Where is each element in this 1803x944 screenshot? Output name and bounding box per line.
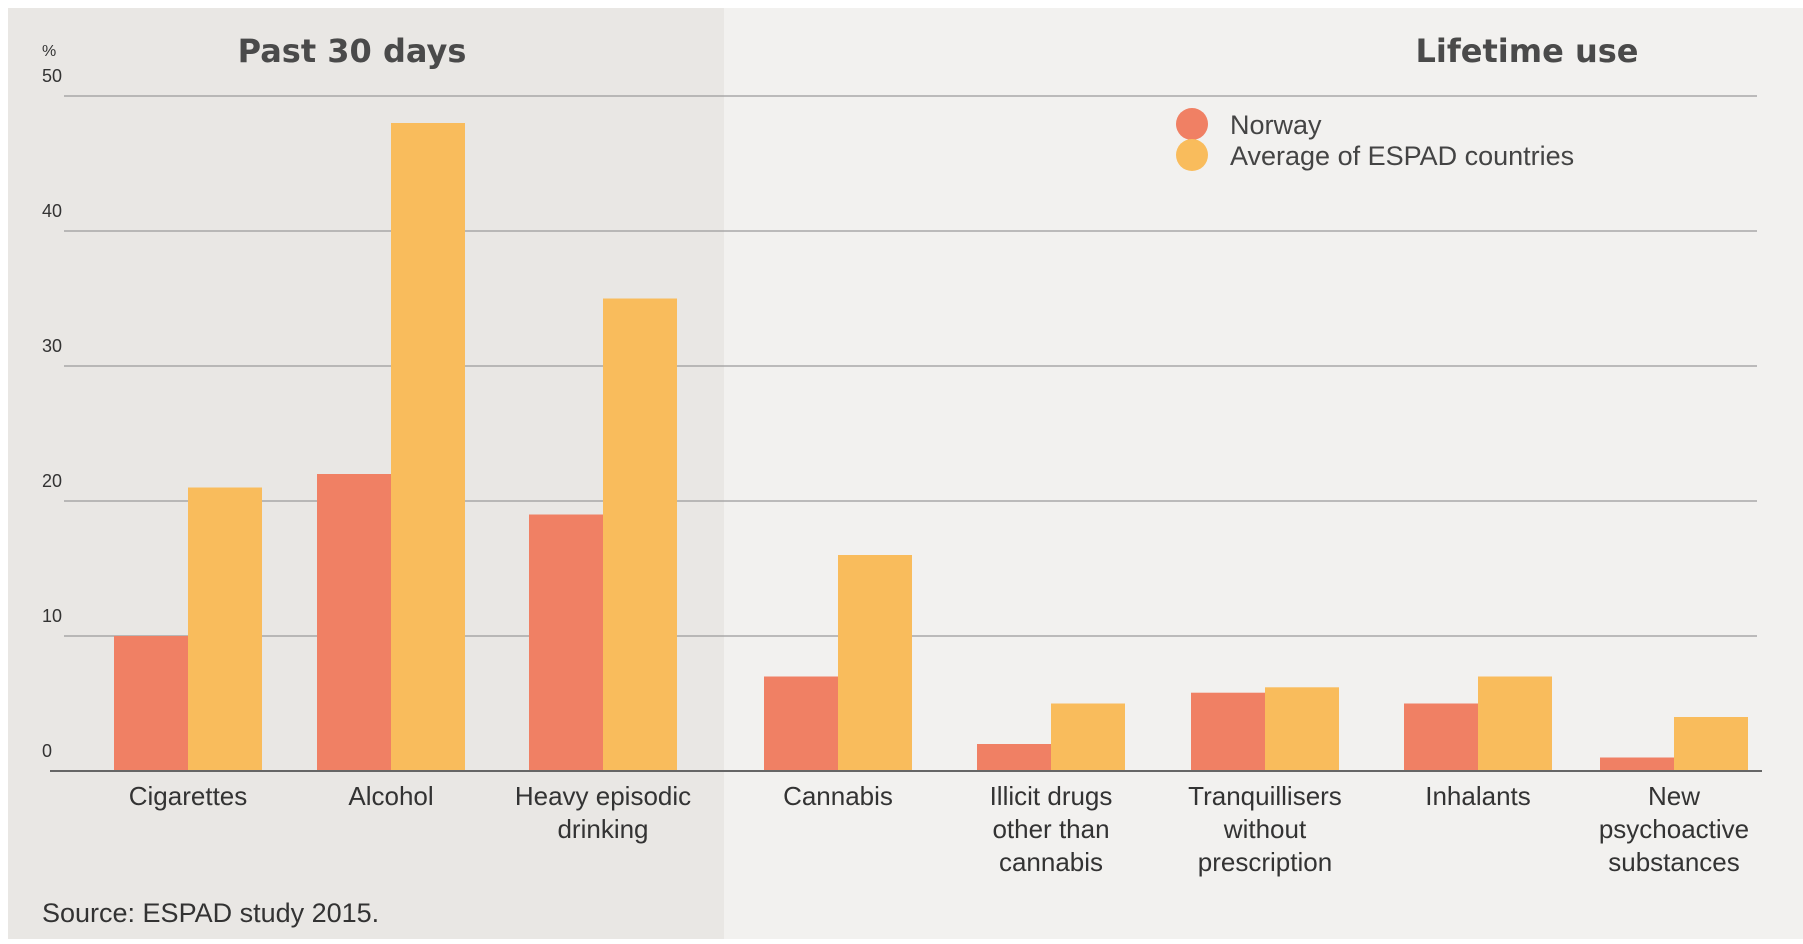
x-tick-label-1: Alcohol [348, 781, 433, 811]
legend-marker-espad-average [1176, 139, 1208, 171]
bar-espad-average-1 [391, 123, 465, 771]
bar-norway-6 [1404, 703, 1478, 771]
panel-title-past-30-days: Past 30 days [238, 32, 467, 70]
y-tick-label-30: 30 [42, 336, 62, 356]
panel-background-lifetime-use [724, 8, 1803, 939]
x-tick-label-3: Cannabis [783, 781, 893, 811]
x-tick-label-6: Inhalants [1425, 781, 1531, 811]
bar-espad-average-0 [188, 487, 262, 771]
bar-espad-average-7 [1674, 717, 1748, 771]
x-axis-labels: Cigarettes Alcohol Heavy episodic drinking C… [129, 781, 1749, 877]
x-tick-label-0: Cigarettes [129, 781, 248, 811]
legend: Norway Average of ESPAD countries [1176, 108, 1574, 171]
x-tick-label-7: New psychoactive substances [1599, 781, 1749, 877]
bar-norway-1 [317, 474, 391, 771]
y-axis-unit-label: % [42, 43, 56, 60]
y-tick-label-0: 0 [42, 741, 52, 761]
legend-label-espad-average: Average of ESPAD countries [1230, 141, 1574, 171]
panel-title-lifetime-use: Lifetime use [1416, 32, 1639, 70]
bar-norway-7 [1600, 757, 1674, 771]
bar-espad-average-4 [1051, 703, 1125, 771]
y-tick-label-50: 50 [42, 66, 62, 86]
bar-norway-3 [764, 676, 838, 771]
y-tick-label-10: 10 [42, 606, 62, 626]
x-tick-label-4: Illicit drugs other than cannabis [990, 781, 1113, 877]
source-note: Source: ESPAD study 2015. [42, 898, 379, 928]
bar-norway-2 [529, 514, 603, 771]
bar-norway-5 [1191, 692, 1265, 771]
bar-norway-4 [977, 744, 1051, 771]
bar-espad-average-5 [1265, 687, 1339, 771]
bar-espad-average-6 [1478, 676, 1552, 771]
legend-marker-norway [1176, 108, 1208, 140]
y-axis-ticks: 0 10 20 30 40 50 [42, 66, 62, 761]
bar-norway-0 [114, 636, 188, 771]
y-tick-label-20: 20 [42, 471, 62, 491]
x-tick-label-2: Heavy episodic drinking [515, 781, 691, 844]
bar-espad-average-2 [603, 298, 677, 771]
bars [114, 123, 1748, 771]
bar-espad-average-3 [838, 555, 912, 771]
x-tick-label-5: Tranquillisers without prescription [1188, 781, 1342, 877]
legend-label-norway: Norway [1230, 110, 1322, 140]
y-tick-label-40: 40 [42, 201, 62, 221]
